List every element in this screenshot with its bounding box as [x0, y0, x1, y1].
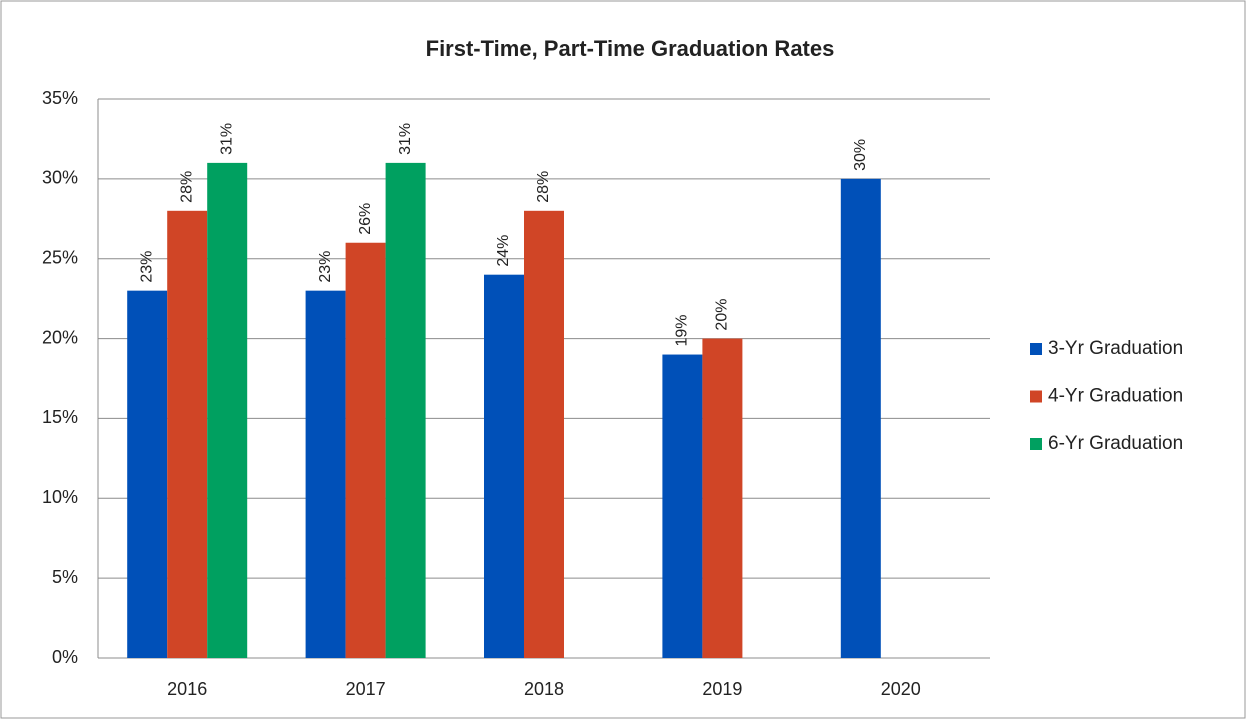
x-tick-label: 2019 — [702, 679, 742, 699]
legend-swatch — [1030, 390, 1042, 403]
value-label: 19% — [674, 315, 691, 347]
value-label: 30% — [852, 139, 869, 171]
legend-label: 3-Yr Graduation — [1048, 338, 1183, 359]
value-label: 23% — [317, 251, 334, 283]
value-label: 26% — [357, 203, 374, 235]
y-tick-label: 0% — [52, 647, 78, 667]
x-tick-label: 2020 — [881, 679, 921, 699]
x-tick-label: 2017 — [346, 679, 386, 699]
y-tick-label: 15% — [42, 407, 78, 427]
value-label: 28% — [535, 171, 552, 203]
y-tick-label: 10% — [42, 487, 78, 507]
bar — [305, 290, 346, 658]
chart-title: First-Time, Part-Time Graduation Rates — [426, 36, 835, 61]
y-tick-label: 30% — [42, 168, 78, 188]
value-label: 23% — [138, 251, 155, 283]
bar — [524, 210, 564, 659]
bar — [662, 354, 703, 658]
x-tick-label: 2016 — [167, 679, 207, 699]
bar — [484, 274, 524, 658]
value-label: 28% — [178, 171, 195, 203]
legend-swatch — [1030, 438, 1042, 450]
legend-label: 6-Yr Graduation — [1048, 433, 1183, 454]
bar — [207, 162, 248, 658]
bar — [385, 162, 426, 658]
value-label: 31% — [218, 123, 235, 155]
legend-label: 4-Yr Graduation — [1048, 386, 1183, 407]
bar — [840, 178, 881, 658]
value-label: 20% — [714, 299, 731, 331]
x-tick-label: 2018 — [524, 679, 564, 699]
bar — [167, 210, 208, 659]
value-label: 24% — [495, 235, 512, 267]
legend-swatch — [1030, 343, 1042, 355]
y-tick-label: 5% — [52, 567, 78, 587]
bar — [345, 242, 386, 658]
y-tick-label: 35% — [42, 88, 78, 108]
value-label: 31% — [397, 123, 414, 155]
bar — [127, 290, 168, 658]
y-tick-label: 25% — [42, 247, 78, 267]
y-tick-label: 20% — [42, 327, 78, 347]
bar — [702, 338, 743, 658]
